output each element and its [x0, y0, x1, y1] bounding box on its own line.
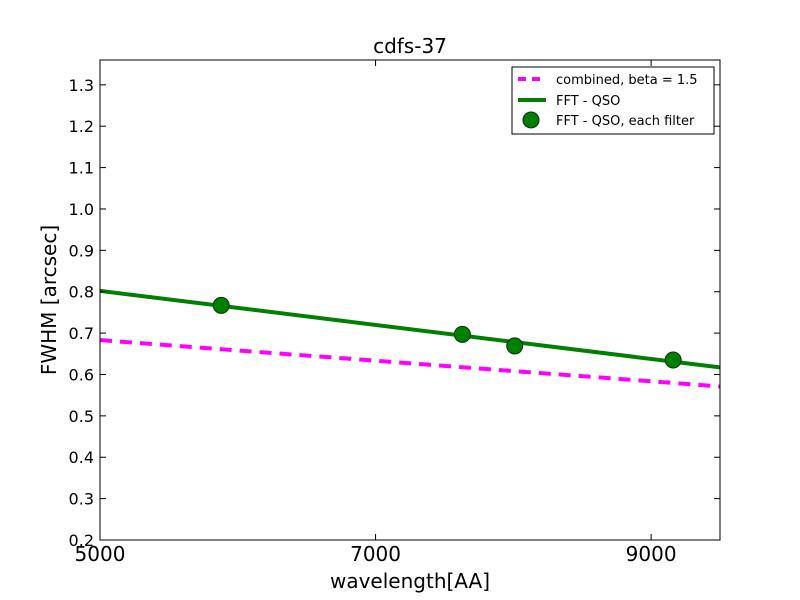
y-tick-label: 0.9 — [69, 241, 94, 260]
legend-label: FFT - QSO — [556, 94, 620, 109]
y-tick-label: 0.6 — [69, 365, 94, 384]
plot-frame — [99, 59, 721, 541]
y-axis-label: FWHM [arcsec] — [37, 225, 61, 375]
data-point-3 — [664, 351, 682, 369]
y-tick-label: 0.8 — [69, 283, 94, 302]
ticks-layer: 0.2 0.3 0.4 0.5 0.6 0.7 0.8 0.9 1.0 1.1 1.2 1.3 5000… — [69, 60, 720, 566]
chart-title: cdfs-37 — [373, 34, 447, 58]
y-tick-label: 0.5 — [69, 407, 94, 426]
y-tick-label: 1.1 — [69, 159, 94, 178]
legend-label: combined, beta = 1.5 — [556, 73, 698, 88]
legend: combined, beta = 1.5 FFT - QSO FFT - QSO… — [511, 66, 715, 135]
data-point-2 — [506, 337, 524, 355]
series-layer — [100, 288, 720, 389]
y-tick-label: 1.2 — [69, 117, 94, 136]
y-tick-label: 0.4 — [69, 448, 94, 467]
x-tick-label: 9000 — [626, 542, 677, 566]
x-tick-label: 7000 — [350, 542, 401, 566]
legend-swatch-marker — [522, 111, 540, 129]
data-point-1 — [453, 325, 471, 343]
x-tick-label: 5000 — [75, 542, 126, 566]
series-line-1 — [100, 288, 720, 370]
data-point-0 — [212, 296, 230, 314]
y-tick-label: 0.3 — [69, 490, 94, 509]
y-tick-label: 0.7 — [69, 324, 94, 343]
y-tick-label: 0.2 — [69, 531, 94, 550]
series-line-dashed-0 — [100, 338, 720, 389]
y-tick-label: 1.3 — [69, 76, 94, 95]
x-axis-label: wavelength[AA] — [330, 569, 490, 593]
legend-label: FFT - QSO, each filter — [556, 114, 695, 129]
y-tick-label: 1.0 — [69, 200, 94, 219]
